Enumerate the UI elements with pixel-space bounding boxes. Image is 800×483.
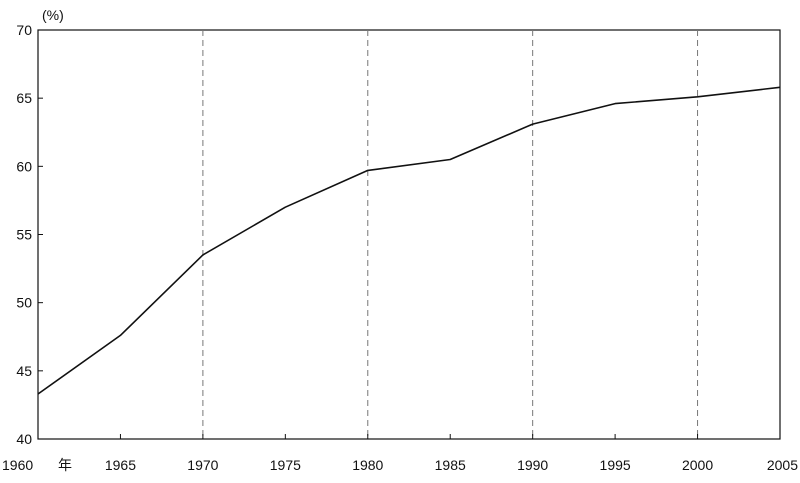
y-tick-label-55: 55 <box>16 227 32 243</box>
series-line <box>37 86 781 395</box>
x-tick-label-1960: 1960 <box>2 457 33 473</box>
y-tick-label-40: 40 <box>16 431 32 447</box>
x-tick-label-1965: 1965 <box>105 457 136 473</box>
x-tick-label-1985: 1985 <box>435 457 466 473</box>
x-tick-label-1990: 1990 <box>517 457 548 473</box>
gridlines <box>202 30 699 439</box>
y-tick-label-60: 60 <box>16 158 32 174</box>
x-tick-label-1980: 1980 <box>352 457 383 473</box>
x-tick-label-1970: 1970 <box>187 457 218 473</box>
x-tick-label-1995: 1995 <box>600 457 631 473</box>
y-unit-label: (%) <box>42 7 64 23</box>
y-tick-label-65: 65 <box>16 90 32 106</box>
x-tick-label-1975: 1975 <box>270 457 301 473</box>
plot-area-frame <box>37 29 781 440</box>
y-tick-label-50: 50 <box>16 295 32 311</box>
y-tick-label-45: 45 <box>16 363 32 379</box>
x-first-tick-suffix: 年 <box>58 458 72 474</box>
x-tick-label-2005: 2005 <box>767 457 798 473</box>
x-axis-ticks: 1960 1965 1970 1975 1980 1985 1990 1995 2000 2005 <box>2 434 798 473</box>
y-axis-ticks: 40 45 50 55 60 65 70 <box>16 22 43 447</box>
y-tick-label-70: 70 <box>16 22 32 38</box>
x-tick-label-2000: 2000 <box>682 457 713 473</box>
